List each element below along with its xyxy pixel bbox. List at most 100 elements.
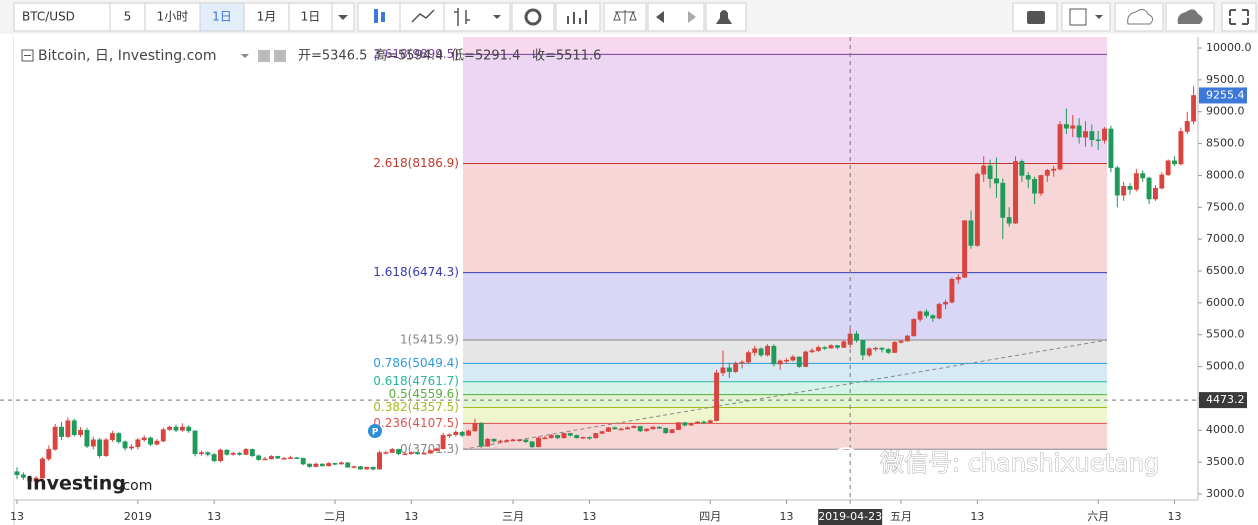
candle-body [1083,131,1088,138]
legend-ohlc: 高=5594.4 [374,48,443,64]
candle-body [714,372,720,421]
symbol-box[interactable] [13,2,111,32]
fib-zone [463,163,1107,273]
interval-button[interactable] [144,2,201,32]
candle-body [491,438,497,442]
candle-body [1127,186,1133,190]
fib-zone [463,54,1107,164]
icon [1095,15,1103,19]
candle-body [205,452,211,455]
plot: 3.618(9899.5) 2.618(8186.9) 1.618(6474.3) 1… [14,37,1198,500]
fullscreen[interactable] [1221,2,1257,32]
candle-body [129,446,134,449]
candle-body [1038,175,1044,194]
candle-body [924,311,929,316]
icon [1127,8,1154,25]
y-tick-label: 3500.0 [1206,455,1245,468]
candle-body [186,426,192,432]
candle-body [160,429,166,442]
candle-body [771,345,777,365]
candle-body [987,165,993,179]
candle-body [943,301,949,305]
candle-body [968,220,974,246]
candle-body [396,449,402,455]
candle-body [198,452,204,455]
candle-body [109,433,115,441]
candle-body [383,452,389,454]
candle-body [1172,160,1177,165]
icon [374,9,378,23]
candle-body [669,429,675,434]
x-tick-label: 13 [1168,510,1182,523]
candle-body [97,439,103,456]
x-tick-label: 13 [10,510,24,523]
candle-body [593,433,599,439]
candle-body [542,437,548,440]
candle-body [351,466,357,468]
interval-label: 1日 [212,10,232,24]
event-marker [368,424,382,438]
candle-body [313,463,319,467]
fib-label: 0.5(4559.6) [389,387,459,401]
candle-body [478,422,484,447]
cloud-load[interactable] [1114,2,1164,32]
fib-zone [463,272,1107,341]
legend-ohlc: 开=5346.5 [298,49,367,64]
candle-body [1057,124,1063,170]
candle-body [765,345,770,356]
interval-button[interactable] [199,2,245,32]
icon [613,10,637,24]
candle-body [516,439,522,442]
candle-body [949,279,955,303]
y-tick-label: 6000.0 [1206,296,1245,309]
candle-body [752,348,758,353]
candle-body [211,454,217,462]
fib-label: 3.618(9899.5) [373,47,459,61]
candle-body [192,430,198,455]
icon [688,11,696,23]
candle-body [364,466,370,470]
candle-body [434,448,440,451]
candle-button[interactable] [357,2,401,32]
candle-body [389,449,395,453]
y-tick-label: 7500.0 [1206,200,1245,213]
candle-body [1076,125,1082,138]
candle-body [485,438,491,447]
candle-body [695,421,700,424]
y-tick-label: 3000.0 [1206,487,1245,500]
candle-body [815,347,821,351]
indicator-button[interactable] [443,2,511,32]
fib-label: 0.786(5049.4) [373,356,459,370]
interval-button[interactable] [288,2,333,32]
candle-body [504,440,510,442]
x-tick-label: 13 [404,510,418,523]
candle-body [981,165,987,175]
candle-body [523,439,529,442]
candle-body [574,435,580,439]
icon [493,15,501,19]
candle-body [46,449,52,460]
candle-body [777,360,783,365]
candle-body [898,340,904,343]
candle-body [472,422,478,432]
wechat-icon [831,447,861,477]
draw-button[interactable] [555,2,601,32]
line-button[interactable] [399,2,445,32]
candle-body [167,426,173,430]
candle-body [440,435,446,449]
x-tick-label: 二月 [324,510,346,523]
icon [241,54,249,58]
x-tick-label: 13 [207,510,221,523]
settings-button[interactable] [511,2,555,32]
candle-body [14,471,20,476]
fib-top-band [463,37,1107,55]
candle-body [256,455,262,460]
candle-body [20,474,26,478]
legend-title: Bitcoin, 日, Investing.com [38,48,217,64]
last-price-tag [1199,87,1247,104]
candle-body [1165,160,1171,176]
candle-body [809,350,815,353]
y-tick-label: 6500.0 [1206,264,1245,277]
y-tick-label: 4000.0 [1206,423,1245,436]
